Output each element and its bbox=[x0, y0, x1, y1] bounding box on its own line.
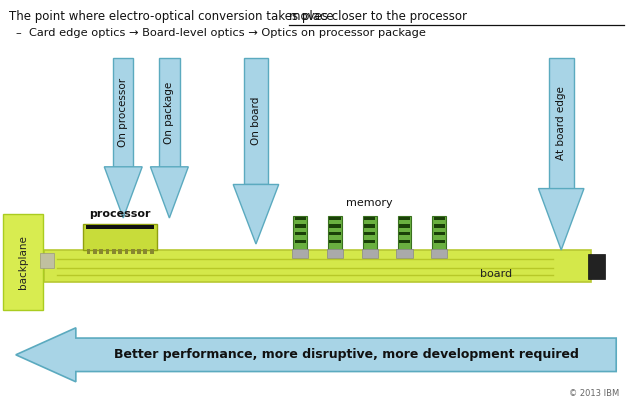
FancyBboxPatch shape bbox=[327, 249, 343, 258]
FancyBboxPatch shape bbox=[118, 249, 122, 254]
FancyBboxPatch shape bbox=[329, 240, 340, 243]
FancyBboxPatch shape bbox=[399, 224, 410, 228]
FancyBboxPatch shape bbox=[329, 217, 340, 220]
FancyBboxPatch shape bbox=[329, 224, 340, 228]
Text: The point where electro-optical conversion takes place: The point where electro-optical conversi… bbox=[10, 10, 338, 23]
FancyBboxPatch shape bbox=[432, 216, 446, 250]
FancyBboxPatch shape bbox=[294, 217, 306, 220]
Text: Better performance, more disruptive, more development required: Better performance, more disruptive, mor… bbox=[113, 348, 579, 361]
FancyBboxPatch shape bbox=[328, 216, 342, 250]
FancyBboxPatch shape bbox=[86, 225, 154, 229]
FancyBboxPatch shape bbox=[159, 58, 180, 167]
FancyBboxPatch shape bbox=[364, 240, 376, 243]
FancyBboxPatch shape bbox=[433, 224, 445, 228]
FancyBboxPatch shape bbox=[433, 240, 445, 243]
FancyBboxPatch shape bbox=[125, 249, 128, 254]
Text: moves closer to the processor: moves closer to the processor bbox=[289, 10, 467, 23]
Polygon shape bbox=[150, 167, 188, 218]
FancyBboxPatch shape bbox=[143, 249, 147, 254]
FancyBboxPatch shape bbox=[364, 232, 376, 235]
FancyBboxPatch shape bbox=[40, 253, 54, 268]
Polygon shape bbox=[538, 188, 584, 250]
FancyBboxPatch shape bbox=[113, 58, 134, 167]
FancyBboxPatch shape bbox=[83, 224, 157, 250]
Polygon shape bbox=[16, 328, 616, 382]
FancyBboxPatch shape bbox=[431, 249, 447, 258]
FancyBboxPatch shape bbox=[364, 217, 376, 220]
FancyBboxPatch shape bbox=[362, 249, 378, 258]
FancyBboxPatch shape bbox=[294, 224, 306, 228]
Text: © 2013 IBM: © 2013 IBM bbox=[569, 389, 620, 398]
FancyBboxPatch shape bbox=[363, 216, 377, 250]
FancyBboxPatch shape bbox=[93, 249, 97, 254]
Text: –  Card edge optics → Board-level optics → Optics on processor package: – Card edge optics → Board-level optics … bbox=[16, 28, 426, 38]
FancyBboxPatch shape bbox=[588, 254, 605, 279]
FancyBboxPatch shape bbox=[399, 232, 410, 235]
Text: processor: processor bbox=[90, 209, 151, 219]
Text: board: board bbox=[481, 269, 513, 279]
FancyBboxPatch shape bbox=[3, 214, 43, 310]
Text: On processor: On processor bbox=[118, 78, 128, 147]
FancyBboxPatch shape bbox=[112, 249, 116, 254]
Text: memory: memory bbox=[346, 198, 393, 208]
FancyBboxPatch shape bbox=[106, 249, 109, 254]
FancyBboxPatch shape bbox=[399, 240, 410, 243]
FancyBboxPatch shape bbox=[364, 224, 376, 228]
FancyBboxPatch shape bbox=[99, 249, 103, 254]
Text: On package: On package bbox=[164, 81, 174, 144]
FancyBboxPatch shape bbox=[294, 232, 306, 235]
FancyBboxPatch shape bbox=[396, 249, 413, 258]
FancyBboxPatch shape bbox=[244, 58, 268, 184]
FancyBboxPatch shape bbox=[397, 216, 412, 250]
FancyBboxPatch shape bbox=[292, 249, 308, 258]
FancyBboxPatch shape bbox=[44, 250, 591, 282]
FancyBboxPatch shape bbox=[399, 217, 410, 220]
Text: On board: On board bbox=[251, 97, 261, 146]
FancyBboxPatch shape bbox=[433, 232, 445, 235]
Text: At board edge: At board edge bbox=[556, 86, 566, 160]
Text: backplane: backplane bbox=[18, 235, 28, 289]
Polygon shape bbox=[233, 184, 278, 244]
FancyBboxPatch shape bbox=[137, 249, 141, 254]
FancyBboxPatch shape bbox=[433, 217, 445, 220]
FancyBboxPatch shape bbox=[329, 232, 340, 235]
FancyBboxPatch shape bbox=[549, 58, 573, 188]
FancyBboxPatch shape bbox=[86, 249, 90, 254]
FancyBboxPatch shape bbox=[131, 249, 134, 254]
FancyBboxPatch shape bbox=[150, 249, 154, 254]
Polygon shape bbox=[104, 167, 142, 218]
FancyBboxPatch shape bbox=[294, 240, 306, 243]
FancyBboxPatch shape bbox=[293, 216, 307, 250]
